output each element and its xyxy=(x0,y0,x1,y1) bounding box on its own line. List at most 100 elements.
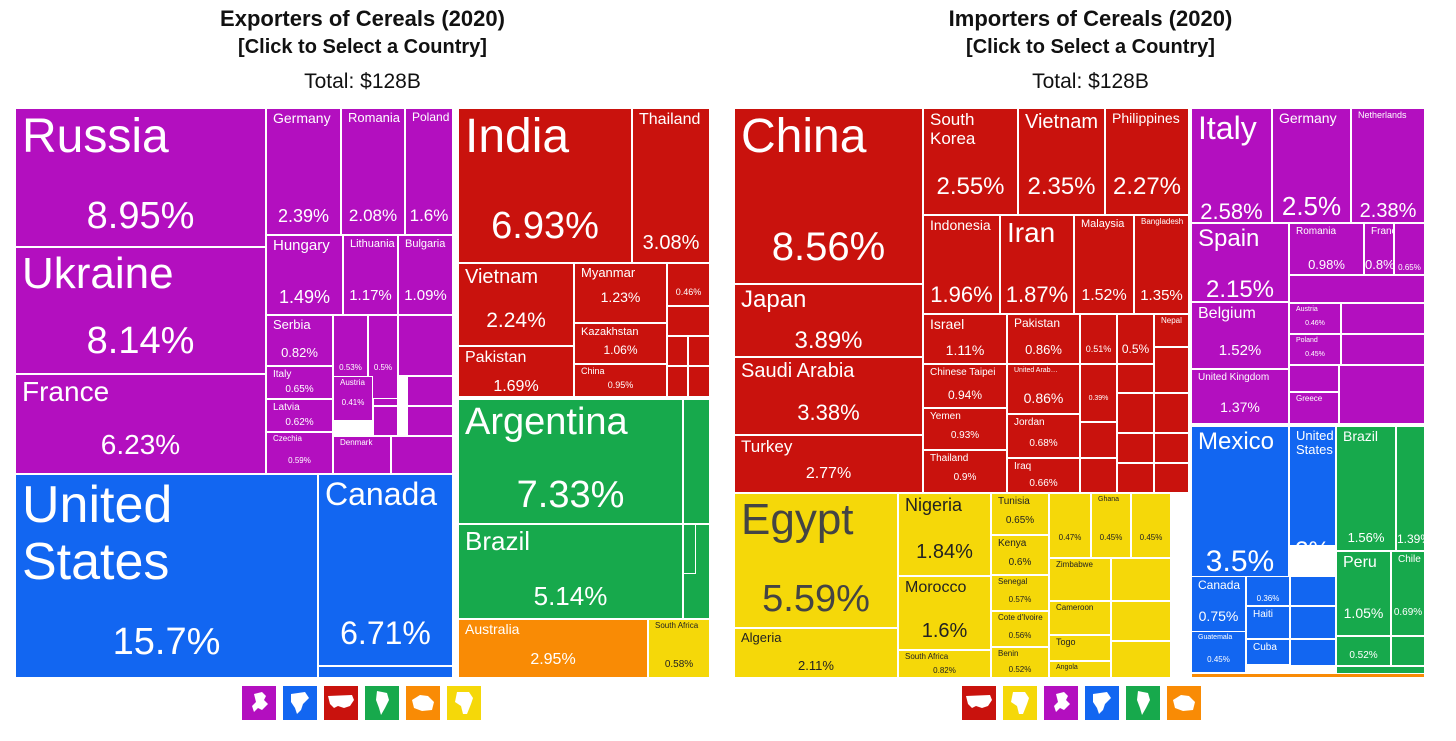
importers-cell-angola[interactable]: Angola xyxy=(1049,661,1111,678)
importers-minor-cell[interactable] xyxy=(1191,673,1425,678)
exporters-cell-pakistan[interactable]: Pakistan 1.69% xyxy=(458,346,574,397)
asia-icon[interactable] xyxy=(962,686,996,720)
importers-cell-kenya[interactable]: Kenya 0.6% xyxy=(991,535,1049,575)
importers-minor-cell[interactable] xyxy=(1341,303,1425,334)
importers-cell-spain[interactable]: Spain 2.15% xyxy=(1191,223,1289,302)
importers-cell-philippines[interactable]: Philippines 2.27% xyxy=(1105,108,1189,215)
exporters-minor-cell[interactable] xyxy=(683,399,710,524)
importers-cell-thailand[interactable]: Thailand 0.9% xyxy=(923,450,1007,493)
importers-cell-chinese-taipei[interactable]: Chinese Taipei 0.94% xyxy=(923,364,1007,408)
importers-cell-unnamed[interactable]: 0.52% xyxy=(1336,636,1391,666)
importers-cell-japan[interactable]: Japan 3.89% xyxy=(734,284,923,357)
importers-minor-cell[interactable] xyxy=(1117,433,1154,463)
exporters-cell-france[interactable]: France 6.23% xyxy=(15,374,266,474)
importers-cell-france[interactable]: France 0.8% xyxy=(1364,223,1394,275)
importers-cell-indonesia[interactable]: Indonesia 1.96% xyxy=(923,215,1000,314)
importers-cell-morocco[interactable]: Morocco 1.6% xyxy=(898,576,991,650)
importers-cell-chile[interactable]: Chile 0.69% xyxy=(1391,551,1425,636)
importers-minor-cell[interactable] xyxy=(1290,576,1336,606)
exporters-cell-brazil[interactable]: Brazil 5.14% xyxy=(458,524,683,619)
importers-cell-senegal[interactable]: Senegal 0.57% xyxy=(991,575,1049,611)
exporters-cell-united-states[interactable]: United States 15.7% xyxy=(15,474,318,678)
exporters-subtitle[interactable]: [Click to Select a Country] xyxy=(238,36,487,58)
importers-cell-south-africa[interactable]: South Africa 0.82% xyxy=(898,650,991,678)
exporters-cell-unnamed[interactable]: 0.46% xyxy=(667,263,710,306)
exporters-cell-hungary[interactable]: Hungary 1.49% xyxy=(266,235,343,315)
importers-cell-romania[interactable]: Romania 0.98% xyxy=(1289,223,1364,275)
exporters-cell-latvia[interactable]: Latvia 0.62% xyxy=(266,399,333,432)
importers-cell-tunisia[interactable]: Tunisia 0.65% xyxy=(991,493,1049,535)
asia-icon[interactable] xyxy=(324,686,358,720)
exporters-minor-cell[interactable] xyxy=(391,436,453,474)
importers-cell-unnamed[interactable]: 0.65% xyxy=(1394,223,1425,275)
exporters-cell-germany[interactable]: Germany 2.39% xyxy=(266,108,341,235)
importers-cell-iraq[interactable]: Iraq 0.66% xyxy=(1007,458,1080,493)
importers-cell-iran[interactable]: Iran 1.87% xyxy=(1000,215,1074,314)
importers-cell-belgium[interactable]: Belgium 1.52% xyxy=(1191,302,1289,369)
importers-cell-unnamed[interactable]: 0.47% xyxy=(1049,493,1091,558)
importers-minor-cell[interactable] xyxy=(1111,558,1171,601)
importers-minor-cell[interactable] xyxy=(1339,365,1425,424)
exporters-minor-cell[interactable] xyxy=(318,666,453,678)
importers-minor-cell[interactable] xyxy=(1111,641,1171,678)
importers-cell-algeria[interactable]: Algeria 2.11% xyxy=(734,628,898,678)
exporters-minor-cell[interactable] xyxy=(667,336,688,366)
importers-cell-china[interactable]: China 8.56% xyxy=(734,108,923,284)
exporters-cell-myanmar[interactable]: Myanmar 1.23% xyxy=(574,263,667,323)
importers-cell-greece[interactable]: Greece xyxy=(1289,392,1339,424)
exporters-cell-russia[interactable]: Russia 8.95% xyxy=(15,108,266,247)
importers-cell-nigeria[interactable]: Nigeria 1.84% xyxy=(898,493,991,576)
importers-cell-saudi-arabia[interactable]: Saudi Arabia 3.38% xyxy=(734,357,923,435)
importers-minor-cell[interactable] xyxy=(1341,334,1425,365)
importers-cell-austria[interactable]: Austria 0.46% xyxy=(1289,303,1341,334)
importers-cell-unnamed[interactable]: 0.5% xyxy=(1117,314,1154,364)
north-america-icon[interactable] xyxy=(283,686,317,720)
exporters-minor-cell[interactable] xyxy=(667,306,710,336)
importers-minor-cell[interactable] xyxy=(1154,433,1189,463)
exporters-cell-czechia[interactable]: Czechia 0.59% xyxy=(266,432,333,474)
importers-minor-cell[interactable] xyxy=(1289,365,1339,392)
importers-subtitle[interactable]: [Click to Select a Country] xyxy=(966,36,1215,58)
importers-cell-turkey[interactable]: Turkey 2.77% xyxy=(734,435,923,493)
exporters-cell-bulgaria[interactable]: Bulgaria 1.09% xyxy=(398,235,453,315)
importers-minor-cell[interactable] xyxy=(1117,463,1154,493)
importers-minor-cell[interactable] xyxy=(1154,463,1189,493)
exporters-cell-south-africa[interactable]: South Africa 0.58% xyxy=(648,619,710,678)
importers-cell-israel[interactable]: Israel 1.11% xyxy=(923,314,1007,364)
exporters-cell-thailand[interactable]: Thailand 3.08% xyxy=(632,108,710,263)
exporters-minor-cell[interactable] xyxy=(398,315,453,376)
exporters-minor-cell[interactable] xyxy=(373,406,398,436)
exporters-cell-canada[interactable]: Canada 6.71% xyxy=(318,474,453,666)
importers-cell-italy[interactable]: Italy 2.58% xyxy=(1191,108,1272,223)
importers-cell-peru[interactable]: Peru 1.05% xyxy=(1336,551,1391,636)
importers-cell-pakistan[interactable]: Pakistan 0.86% xyxy=(1007,314,1080,364)
importers-cell-united-kingdom[interactable]: United Kingdom 1.37% xyxy=(1191,369,1289,424)
south-america-icon[interactable] xyxy=(365,686,399,720)
europe-icon[interactable] xyxy=(1044,686,1078,720)
exporters-cell-india[interactable]: India 6.93% xyxy=(458,108,632,263)
importers-cell-jordan[interactable]: Jordan 0.68% xyxy=(1007,414,1080,458)
exporters-cell-poland[interactable]: Poland 1.6% xyxy=(405,108,453,235)
importers-cell-ghana[interactable]: Ghana 0.45% xyxy=(1091,493,1131,558)
importers-minor-cell[interactable] xyxy=(1289,275,1425,303)
importers-cell-unnamed[interactable]: 0.51% xyxy=(1080,314,1117,364)
exporters-cell-austria[interactable]: Austria 0.41% xyxy=(333,376,373,421)
importers-minor-cell[interactable] xyxy=(1154,347,1189,393)
importers-minor-cell[interactable] xyxy=(1391,636,1425,666)
exporters-cell-australia[interactable]: Australia 2.95% xyxy=(458,619,648,678)
south-america-icon[interactable] xyxy=(1126,686,1160,720)
importers-cell-bangladesh[interactable]: Bangladesh 1.35% xyxy=(1134,215,1189,314)
importers-cell-unnamed[interactable]: 0.39% xyxy=(1080,364,1117,422)
importers-cell-haiti[interactable]: Haiti xyxy=(1246,606,1290,639)
oceania-icon[interactable] xyxy=(1167,686,1201,720)
exporters-minor-cell[interactable] xyxy=(688,336,710,366)
importers-cell-united-arab[interactable]: United Arab… 0.86% xyxy=(1007,364,1080,414)
exporters-cell-romania[interactable]: Romania 2.08% xyxy=(341,108,405,235)
importers-cell-cameroon[interactable]: Cameroon xyxy=(1049,601,1111,635)
importers-cell-cote-d-ivoire[interactable]: Cote d'Ivoire 0.56% xyxy=(991,611,1049,647)
importers-cell-netherlands[interactable]: Netherlands 2.38% xyxy=(1351,108,1425,223)
importers-minor-cell[interactable] xyxy=(1117,364,1154,393)
importers-cell-unnamed[interactable]: 1.39% xyxy=(1396,426,1425,551)
importers-cell-brazil[interactable]: Brazil 1.56% xyxy=(1336,426,1396,551)
exporters-minor-cell[interactable] xyxy=(407,376,453,406)
